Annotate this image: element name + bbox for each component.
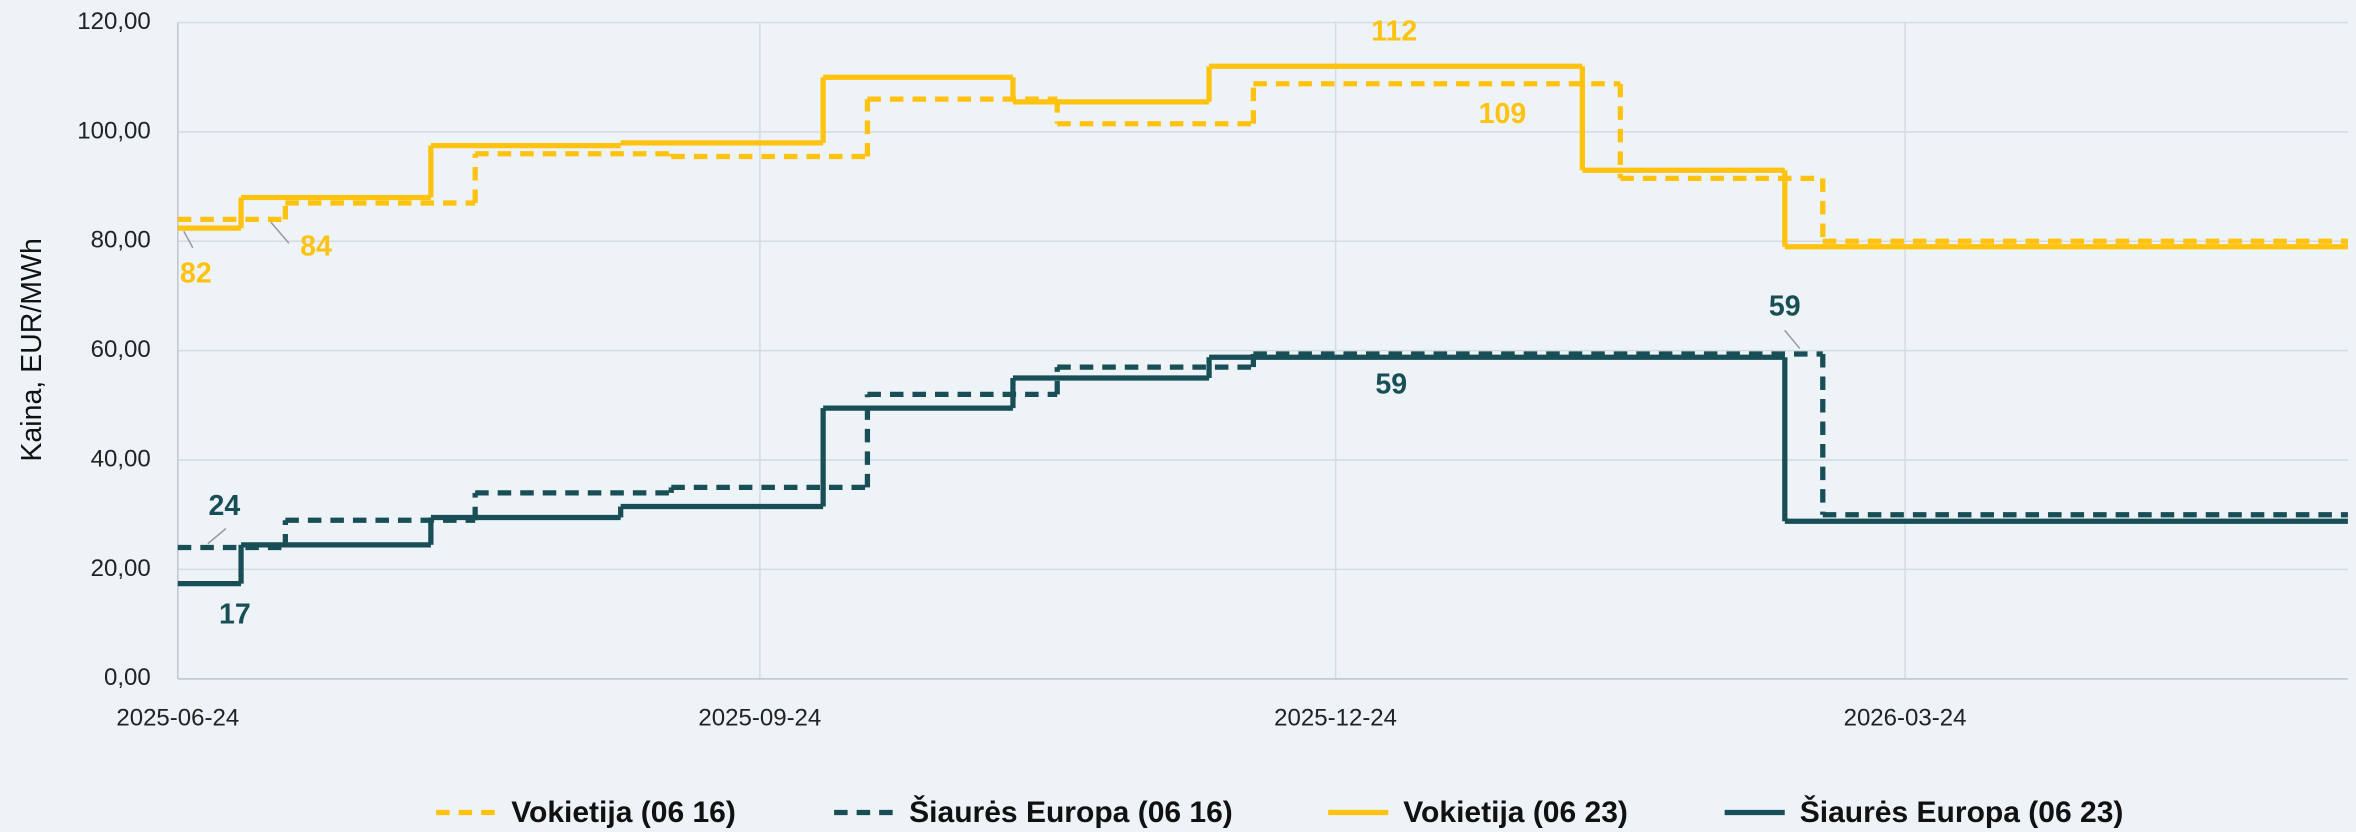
legend-label: Vokietija (06 23) [1403, 796, 1628, 829]
leader-line [270, 221, 290, 244]
y-tick-label: 80,00 [91, 227, 151, 254]
legend-label: Šiaurės Europa (06 23) [1800, 795, 2124, 829]
data-label: 84 [300, 230, 332, 262]
leader-line [183, 230, 194, 249]
legend-label: Šiaurės Europa (06 16) [909, 795, 1233, 829]
data-label: 59 [1375, 368, 1407, 400]
data-label: 82 [180, 257, 212, 289]
x-tick-label: 2025-09-24 [698, 705, 821, 732]
data-label: 59 [1769, 290, 1801, 322]
data-label: 17 [219, 598, 251, 630]
y-tick-label: 40,00 [91, 445, 151, 472]
y-tick-label: 0,00 [104, 664, 151, 691]
y-tick-label: 60,00 [91, 336, 151, 363]
leader-line [207, 528, 227, 545]
y-tick-label: 100,00 [77, 117, 150, 144]
y-tick-label: 20,00 [91, 555, 151, 582]
y-axis-title: Kaina, EUR/MWh [16, 238, 48, 461]
legend-label: Vokietija (06 16) [511, 796, 736, 829]
x-tick-label: 2025-12-24 [1274, 705, 1397, 732]
data-label: 109 [1479, 98, 1527, 130]
data-label: 24 [208, 490, 240, 522]
x-tick-label: 2026-03-24 [1844, 705, 1967, 732]
x-tick-label: 2025-06-24 [116, 705, 239, 732]
data-label: 112 [1371, 16, 1417, 48]
y-tick-label: 120,00 [77, 8, 150, 35]
leader-line [1784, 329, 1801, 349]
